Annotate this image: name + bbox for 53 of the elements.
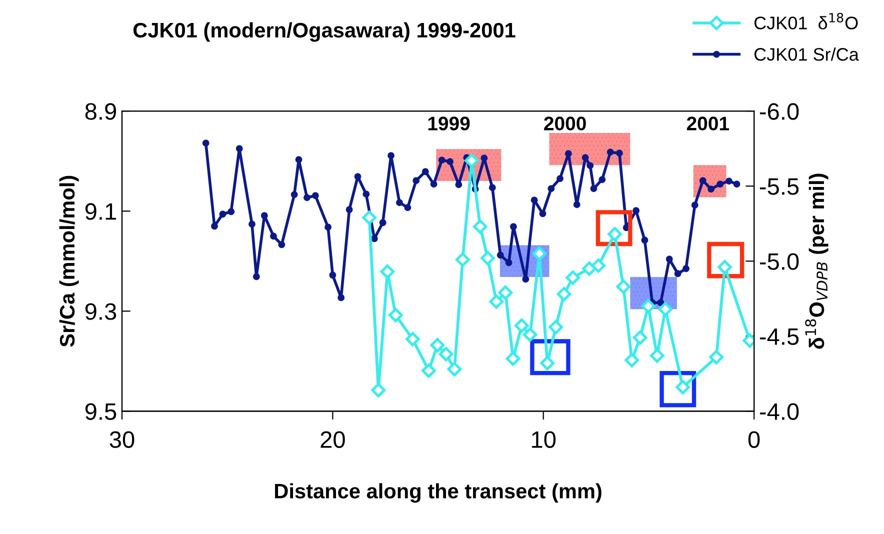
point	[447, 362, 462, 376]
point	[641, 299, 656, 314]
y-tick-label: 9.1	[85, 203, 116, 220]
x-axis-title: Distance along the transect (mm)	[275, 483, 602, 503]
point	[650, 348, 664, 363]
point	[380, 264, 395, 279]
y2-axis-title: δ$^{18}$O$_{VDPB}$ (per mil)	[805, 174, 828, 349]
y-tick-label: 8.9	[85, 103, 116, 120]
point	[522, 328, 538, 342]
point	[406, 332, 420, 346]
chart-title: CJK01 (modern/Ogasawara) 1999-2001	[133, 22, 516, 42]
point	[362, 210, 376, 225]
x-tick-label: 10	[532, 431, 556, 448]
point	[489, 294, 504, 309]
y-tick-label: 9.3	[85, 303, 116, 320]
point	[430, 338, 445, 352]
point	[556, 286, 572, 302]
point	[658, 302, 672, 316]
y2-tick-label: -5.5	[760, 178, 799, 195]
point	[464, 153, 479, 168]
point	[371, 383, 386, 398]
y2-tick-label: -4.5	[760, 328, 799, 345]
y2-tick-label: -5.0	[760, 253, 799, 270]
point	[548, 320, 563, 334]
annotation: 2001	[686, 116, 729, 130]
point	[506, 352, 520, 366]
point	[624, 353, 639, 368]
point	[591, 258, 606, 273]
point	[514, 318, 529, 333]
y2-tick-label: -4.0	[760, 403, 799, 420]
point	[532, 246, 547, 261]
point	[709, 350, 724, 364]
y-axis-title: Sr/Ca (mmol/mol)	[59, 176, 79, 347]
point	[498, 285, 513, 300]
legend-label: CJK01 Sr/Ca	[754, 48, 859, 61]
x-tick-label: 20	[320, 431, 345, 448]
point	[480, 250, 495, 266]
annotation: 1999	[428, 116, 470, 130]
x-tick-label: 0	[748, 431, 760, 448]
point	[438, 347, 454, 362]
point	[473, 219, 488, 234]
point	[632, 330, 648, 345]
point	[422, 364, 436, 378]
annotation: 2000	[544, 116, 586, 130]
point	[456, 252, 470, 267]
x-tick-label: 30	[110, 431, 134, 448]
point	[388, 308, 403, 322]
y-tick-label: 9.5	[85, 403, 116, 420]
y2-tick-label: -6.0	[760, 103, 799, 120]
point	[616, 279, 631, 294]
point	[582, 261, 596, 276]
point	[566, 270, 580, 285]
legend-label: CJK01 δ$^{18}$O	[754, 12, 858, 30]
